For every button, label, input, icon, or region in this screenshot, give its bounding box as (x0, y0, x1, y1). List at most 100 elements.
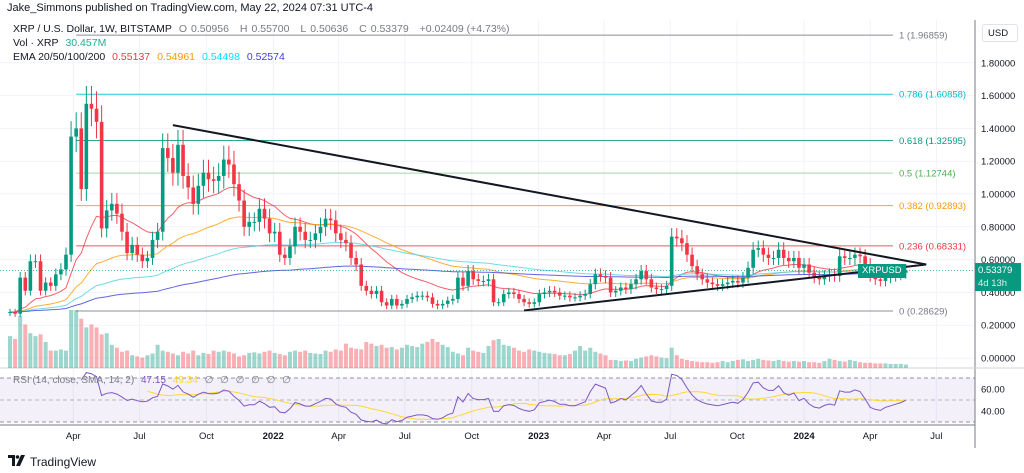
volume-bar (23, 324, 28, 368)
candle-body (242, 200, 246, 227)
volume-bar (165, 351, 170, 368)
volume-bar (231, 353, 236, 368)
rsi-empty-value: ∅ (266, 375, 276, 386)
volume-bar (33, 336, 38, 368)
candle-body (471, 271, 475, 280)
volume-bar (94, 327, 99, 368)
candle-body (883, 277, 888, 281)
candle-body (18, 277, 22, 314)
candle-body (761, 248, 766, 255)
candle-body (33, 261, 38, 263)
candle-body (94, 108, 99, 122)
candle-body (13, 312, 17, 314)
volume-bar (674, 355, 679, 368)
candle-body (435, 303, 440, 306)
volume-bar (695, 361, 700, 368)
volume-bar (903, 364, 908, 368)
candle-body (644, 271, 649, 280)
rsi-empty-value: ∅ (235, 375, 245, 386)
rsi-line (80, 372, 907, 425)
rsi-empty-value: ∅ (220, 375, 229, 386)
volume-bar (257, 353, 262, 368)
candle-body (333, 220, 338, 234)
volume-bar (318, 354, 323, 368)
volume-bar (359, 349, 364, 368)
volume-bar (262, 351, 267, 368)
volume-label[interactable]: Vol · XRP (13, 37, 59, 49)
ema-label[interactable]: EMA 20/50/100/200 (13, 51, 106, 63)
high-value: 0.55700 (251, 23, 290, 35)
candle-body (196, 185, 201, 204)
time-tick-label: 2022 (263, 431, 284, 442)
volume-bar (226, 351, 231, 368)
currency-unit-button[interactable]: USD (982, 24, 1018, 42)
footer-brand[interactable]: TradingView (8, 455, 96, 469)
volume-bar (873, 363, 878, 368)
candle-body (227, 159, 231, 165)
candle-body (491, 279, 496, 303)
volume-bar (450, 351, 455, 368)
candle-body (776, 249, 781, 258)
volume-bar (272, 352, 277, 368)
candle-body (104, 210, 109, 229)
volume-bar (771, 361, 776, 368)
volume-bar (333, 349, 338, 368)
candle-body (593, 274, 598, 285)
candle-body (206, 172, 211, 180)
low-value: 0.50636 (310, 23, 349, 35)
candle-body (858, 254, 862, 257)
candle-body (700, 274, 705, 280)
volume-bar (282, 355, 287, 368)
candle-body (160, 148, 165, 232)
candle-body (221, 159, 226, 176)
candle-body (573, 297, 577, 299)
open-label: O (178, 23, 187, 35)
volume-bar (181, 351, 186, 368)
candle-body (461, 277, 465, 286)
candle-body (781, 249, 786, 258)
candle-body (476, 279, 481, 281)
candle-body (43, 282, 48, 291)
open-value: 0.50956 (191, 23, 229, 35)
candle-body (308, 239, 313, 241)
symbol-title[interactable]: XRP / U.S. Dollar, 1W, BITSTAMP (13, 23, 172, 35)
volume-bar (160, 350, 165, 368)
candle-body (501, 294, 506, 303)
fib-level-label: 0.5 (1.12744) (899, 169, 956, 180)
volume-bar (38, 334, 43, 368)
candle-body (267, 218, 272, 234)
candle-body (395, 298, 399, 306)
ema-200-line (10, 265, 906, 313)
volume-bar (43, 341, 48, 368)
volume-bar (58, 349, 63, 368)
volume-bar (572, 350, 577, 368)
ema-legend: EMA 20/50/100/200 0.55137 0.54961 0.5449… (13, 51, 289, 63)
symbol-price-tag: XRPUSD (858, 264, 906, 278)
volume-bar (471, 350, 476, 368)
symbol-legend: XRP / U.S. Dollar, 1W, BITSTAMP O 0.50956… (13, 23, 514, 35)
candle-body (191, 187, 196, 204)
candle-body (557, 292, 562, 296)
candle-body (171, 157, 175, 173)
volume-bar (562, 355, 567, 368)
candle-body (323, 218, 328, 227)
candle-body (237, 184, 241, 201)
candle-body (496, 302, 501, 304)
volume-bar (583, 350, 588, 368)
low-label: L (300, 23, 307, 35)
volume-bar (547, 353, 552, 368)
volume-bar (837, 361, 842, 368)
volume-bar (598, 353, 603, 368)
candle-body (283, 254, 287, 258)
volume-bar (893, 363, 898, 368)
tradingview-logo-icon (8, 455, 26, 469)
rsi-label[interactable]: RSI (14, close, SMA, 14, 2) (13, 375, 135, 386)
candle-body (54, 274, 58, 286)
volume-bar (659, 357, 664, 368)
volume-bar (140, 357, 145, 368)
candle-body (817, 277, 822, 280)
volume-bar (751, 359, 756, 368)
candle-body (720, 284, 725, 286)
candle-body (542, 292, 547, 295)
